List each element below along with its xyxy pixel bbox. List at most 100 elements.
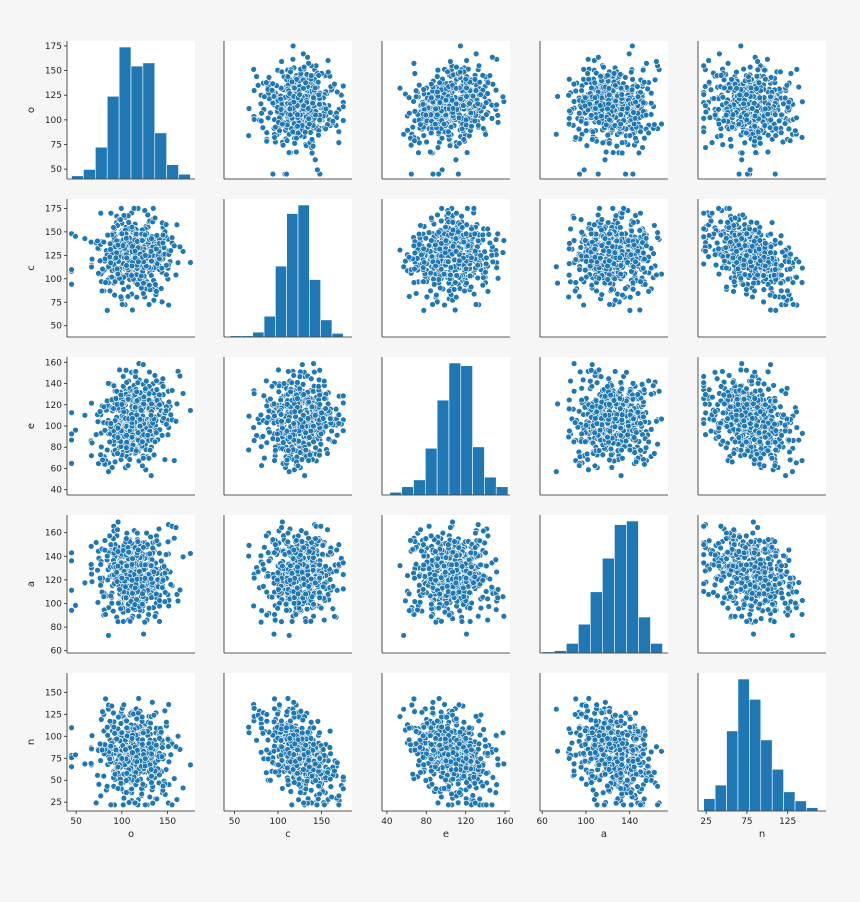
scatter-point [296, 373, 304, 380]
scatter-point [120, 408, 127, 416]
scatter-point [651, 76, 659, 84]
scatter-point [302, 128, 309, 136]
scatter-point [598, 112, 605, 120]
scatter-point [400, 131, 407, 138]
scatter-point [143, 377, 150, 385]
scatter-point [266, 428, 273, 436]
scatter-point [68, 266, 75, 273]
scatter-point [123, 379, 130, 386]
scatter-point [271, 412, 278, 420]
scatter-point [133, 447, 140, 454]
scatter-point [117, 216, 124, 223]
scatter-point [486, 72, 494, 79]
scatter-point [604, 219, 612, 226]
scatter-point [107, 209, 115, 217]
scatter-point [582, 237, 589, 244]
scatter-point [566, 76, 573, 83]
scatter-point [68, 430, 75, 438]
scatter-point [283, 170, 290, 178]
hist-bar-c-8 [320, 319, 333, 338]
scatter-point [168, 387, 176, 394]
scatter-point [140, 290, 147, 297]
scatter-point [483, 254, 490, 262]
scatter-point [174, 259, 182, 266]
y-tick-label: 120 [45, 401, 62, 411]
scatter-point [329, 117, 337, 125]
scatter-point [114, 241, 122, 249]
scatter-point [416, 241, 423, 248]
scatter-point [290, 372, 297, 379]
scatter-point [611, 249, 619, 256]
scatter-point [269, 99, 277, 107]
scatter-point [604, 131, 611, 139]
scatter-point [576, 110, 583, 117]
hist-bar-o-8 [166, 164, 179, 180]
scatter-point [595, 54, 602, 61]
scatter-point [753, 85, 760, 92]
scatter-point [269, 80, 276, 87]
scatter-point [152, 281, 159, 288]
hist-bar-o-7 [154, 132, 167, 180]
scatter-point [263, 79, 270, 86]
scatter-point [554, 93, 561, 100]
scatter-point [420, 259, 428, 266]
scatter-point [140, 361, 147, 368]
scatter-point [577, 216, 585, 223]
scatter-point [636, 227, 644, 234]
scatter-point [285, 368, 292, 375]
scatter-point [702, 102, 709, 109]
scatter-point [738, 235, 745, 242]
scatter-point [730, 288, 737, 295]
scatter-point [784, 287, 791, 295]
scatter-point [767, 249, 774, 256]
scatter-point [268, 87, 276, 94]
scatter-point [325, 68, 332, 76]
scatter-point [740, 65, 747, 73]
scatter-point [429, 170, 437, 178]
scatter-point [760, 286, 768, 293]
scatter-point [250, 87, 258, 94]
scatter-point [601, 235, 609, 242]
scatter-point [572, 134, 579, 141]
scatter-point [405, 94, 413, 101]
scatter-point [606, 116, 613, 124]
scatter-point [484, 79, 492, 86]
scatter-point [577, 117, 585, 125]
scatter-point [705, 57, 712, 64]
scatter-point [140, 454, 147, 462]
scatter-point [308, 149, 316, 157]
scatter-point [629, 170, 637, 178]
scatter-point [637, 209, 644, 217]
scatter-point [632, 135, 639, 142]
scatter-point [99, 456, 106, 464]
scatter-point [751, 226, 759, 234]
scatter-point [751, 287, 758, 295]
scatter-point [290, 98, 298, 106]
scatter-point [145, 301, 153, 308]
scatter-point [793, 66, 801, 73]
scatter-point [777, 232, 785, 239]
scatter-point [749, 105, 756, 112]
scatter-point [452, 279, 459, 286]
scatter-point [406, 293, 413, 300]
y-tick-label: 100 [45, 275, 62, 285]
y-tick-label: 100 [45, 422, 62, 432]
scatter-point [612, 212, 620, 219]
scatter-point [604, 72, 611, 79]
panel-e-vs-c [223, 357, 352, 496]
y-tick-label: 50 [51, 322, 63, 332]
scatter-point [259, 124, 267, 131]
scatter-point [761, 122, 768, 129]
scatter-point [612, 297, 619, 304]
scatter-point [410, 60, 418, 67]
scatter-point [442, 249, 449, 256]
scatter-point [757, 257, 764, 264]
scatter-point [639, 265, 647, 272]
scatter-point [565, 293, 572, 301]
scatter-point [740, 100, 747, 108]
scatter-point [589, 136, 596, 143]
scatter-point [713, 239, 721, 247]
scatter-point [159, 383, 167, 390]
scatter-point [411, 137, 418, 144]
